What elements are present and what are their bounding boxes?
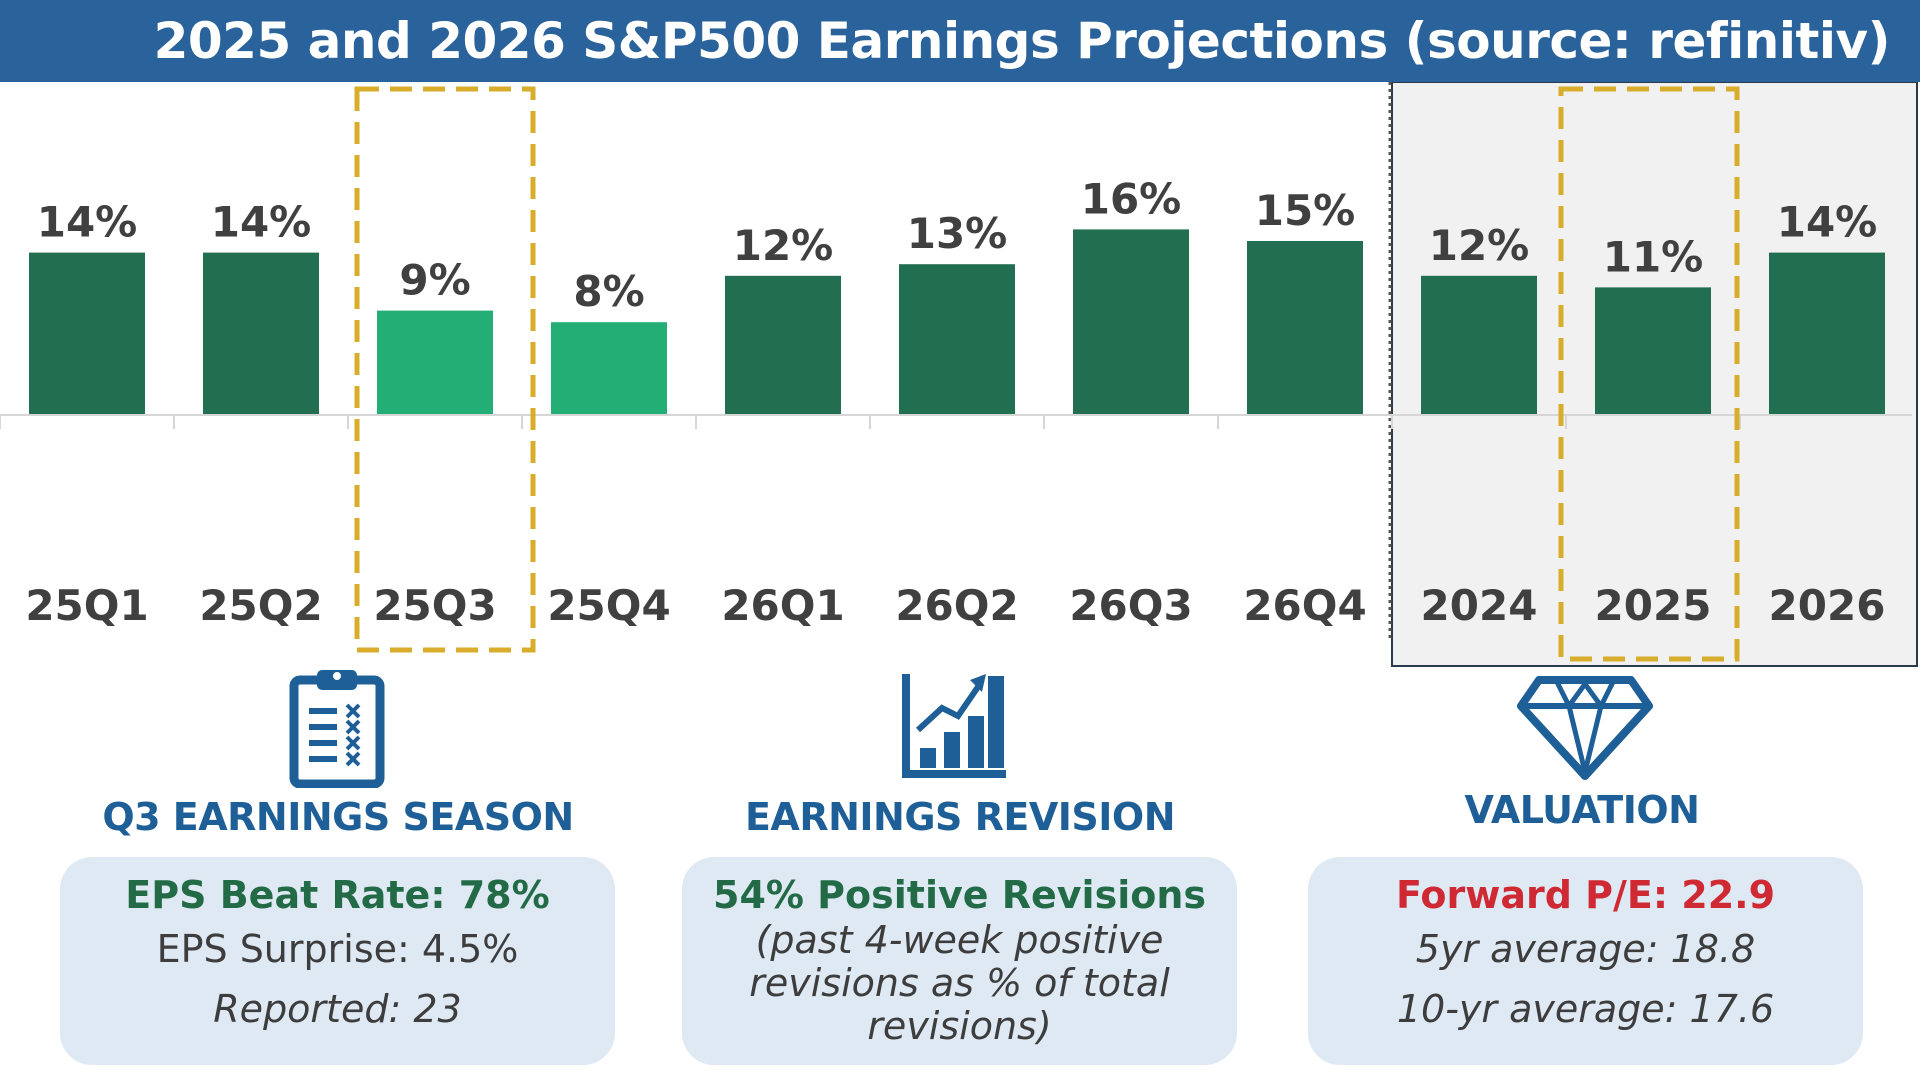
value-label-26q2: 13% <box>907 209 1008 258</box>
bar-25q4 <box>551 322 667 415</box>
category-label-2026: 2026 <box>1769 581 1886 630</box>
bar-25q1 <box>29 252 145 415</box>
ten-year-average: 10-yr average: 17.6 <box>1396 987 1775 1031</box>
revision-note-line3: revisions) <box>867 1004 1052 1048</box>
earnings-growth-chart: 14% 25Q1 14% 25Q2 9% 25Q3 8% 25Q4 12% 26Q1 13% 26Q2… <box>0 82 1918 667</box>
earnings-revision-title: EARNINGS REVISION <box>744 795 1176 839</box>
value-label-2026: 14% <box>1777 198 1878 247</box>
bar-2026 <box>1769 252 1885 415</box>
category-label-26q1: 26Q1 <box>721 581 844 630</box>
value-label-26q1: 12% <box>733 221 834 270</box>
value-label-2025: 11% <box>1603 232 1704 281</box>
category-label-25q3: 25Q3 <box>373 581 496 630</box>
earnings-revision-card: 54% Positive Revisions (past 4-week posi… <box>682 857 1237 1065</box>
bar-2025 <box>1595 287 1711 415</box>
page-title: 2025 and 2026 S&P500 Earnings Projection… <box>0 0 1920 82</box>
diamond-icon <box>1517 676 1653 780</box>
highlight-box-25q3 <box>354 86 536 653</box>
category-label-26q2: 26Q2 <box>895 581 1018 630</box>
valuation-card: Forward P/E: 22.9 5yr average: 18.8 10-y… <box>1308 857 1863 1065</box>
forward-pe: Forward P/E: 22.9 <box>1395 873 1776 917</box>
five-year-average: 5yr average: 18.8 <box>1415 927 1756 971</box>
reported-count: Reported: 23 <box>213 987 462 1031</box>
category-label-25q4: 25Q4 <box>547 581 670 630</box>
bar-25q2 <box>203 252 319 415</box>
revision-note-line1: (past 4-week positive <box>755 918 1164 962</box>
category-label-2024: 2024 <box>1421 581 1538 630</box>
bar-26q3 <box>1073 229 1189 415</box>
value-label-25q3: 9% <box>399 256 470 305</box>
highlight-box-2025 <box>1558 86 1740 662</box>
bar-growth-icon <box>902 674 1006 778</box>
category-label-26q4: 26Q4 <box>1243 581 1366 630</box>
clipboard-icon <box>289 670 385 788</box>
bar-25q3 <box>377 310 493 415</box>
category-label-25q1: 25Q1 <box>25 581 148 630</box>
earnings-season-title: Q3 EARNINGS SEASON <box>102 795 574 839</box>
bar-26q4 <box>1247 241 1363 415</box>
positive-revisions: 54% Positive Revisions <box>713 873 1206 917</box>
category-label-2025: 2025 <box>1595 581 1712 630</box>
value-label-26q4: 15% <box>1255 186 1356 235</box>
value-label-25q1: 14% <box>37 198 138 247</box>
earnings-season-card: EPS Beat Rate: 78% EPS Surprise: 4.5% Re… <box>60 857 615 1065</box>
bar-2024 <box>1421 275 1537 415</box>
value-label-25q2: 14% <box>211 198 312 247</box>
eps-surprise: EPS Surprise: 4.5% <box>156 927 519 971</box>
value-label-25q4: 8% <box>573 267 644 316</box>
value-label-2024: 12% <box>1429 221 1530 270</box>
valuation-title: VALUATION <box>1464 788 1700 832</box>
eps-beat-rate: EPS Beat Rate: 78% <box>125 873 550 917</box>
category-label-26q3: 26Q3 <box>1069 581 1192 630</box>
value-label-26q3: 16% <box>1081 174 1182 223</box>
bar-26q2 <box>899 264 1015 415</box>
revision-note-line2: revisions as % of total <box>749 961 1170 1005</box>
bar-26q1 <box>725 275 841 415</box>
category-label-25q2: 25Q2 <box>199 581 322 630</box>
